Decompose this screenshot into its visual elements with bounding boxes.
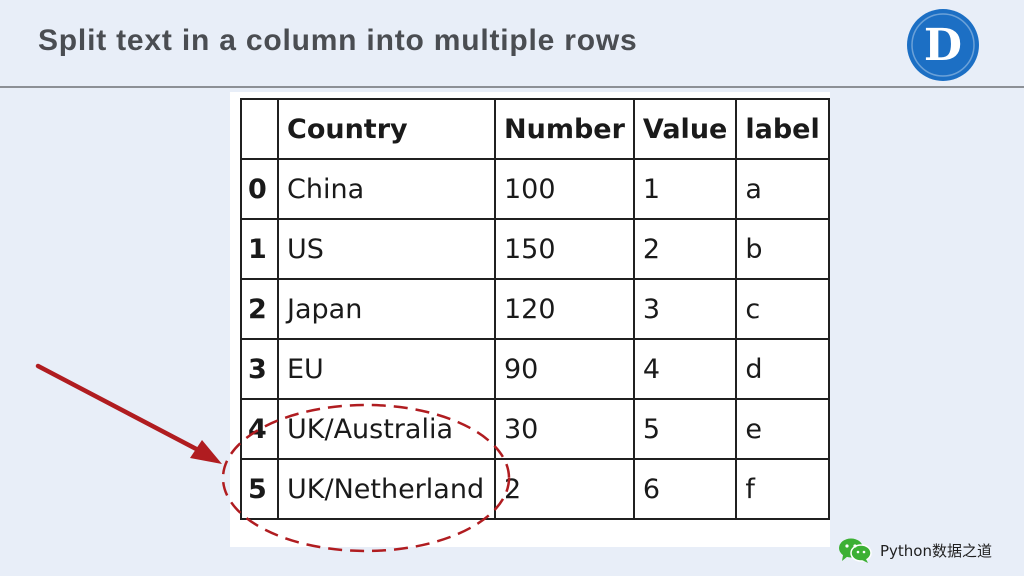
cell-country: US (277, 218, 496, 280)
cell-value: 4 (632, 338, 738, 400)
cell-country: Japan (277, 278, 496, 340)
table-row: 2 Japan 120 3 c (240, 278, 830, 340)
cell-number: 90 (494, 338, 635, 400)
table-header-row: Country Number Value label (240, 98, 830, 160)
highlight-ellipse (221, 403, 511, 553)
annotation-arrow-icon (35, 363, 222, 464)
column-header-value: Value (632, 98, 738, 160)
wechat-icon (839, 538, 872, 563)
cell-value: 6 (632, 458, 738, 520)
row-index: 2 (240, 278, 279, 340)
cell-number: 2 (494, 458, 635, 520)
cell-value: 1 (632, 158, 738, 220)
row-index: 1 (240, 218, 279, 280)
cell-value: 5 (632, 398, 738, 460)
table-row: 4 UK/Australia 30 5 e (240, 398, 830, 460)
cell-country: UK/Netherland (277, 458, 496, 520)
cell-number: 100 (494, 158, 635, 220)
brand-logo-icon: D (906, 8, 980, 82)
row-index: 5 (240, 458, 279, 520)
row-index: 3 (240, 338, 279, 400)
table-row: 1 US 150 2 b (240, 218, 830, 280)
cell-number: 30 (494, 398, 635, 460)
table-row: 0 China 100 1 a (240, 158, 830, 220)
cell-label: b (735, 218, 830, 280)
cell-country: EU (277, 338, 496, 400)
cell-value: 2 (632, 218, 738, 280)
cell-label: e (735, 398, 830, 460)
footer-brand-text: Python数据之道 (880, 541, 992, 560)
cell-label: c (735, 278, 830, 340)
column-header-country: Country (277, 98, 496, 160)
logo-letter: D (924, 20, 962, 71)
cell-label: f (735, 458, 830, 520)
row-index: 4 (240, 398, 279, 460)
cell-country: UK/Australia (277, 398, 496, 460)
dataframe-table: Country Number Value label 0 China 100 1… (240, 98, 830, 520)
table-row: 5 UK/Netherland 2 6 f (240, 458, 830, 520)
column-header-number: Number (494, 98, 635, 160)
slide-title: Split text in a column into multiple row… (38, 24, 638, 57)
cell-number: 150 (494, 218, 635, 280)
footer-watermark: Python数据之道 (838, 536, 992, 564)
cell-country: China (277, 158, 496, 220)
dataframe-image: Country Number Value label 0 China 100 1… (230, 92, 830, 547)
slide-header: Split text in a column into multiple row… (0, 0, 1024, 88)
column-header-label: label (735, 98, 830, 160)
cell-label: a (735, 158, 830, 220)
table-row: 3 EU 90 4 d (240, 338, 830, 400)
cell-label: d (735, 338, 830, 400)
row-index: 0 (240, 158, 279, 220)
cell-value: 3 (632, 278, 738, 340)
cell-number: 120 (494, 278, 635, 340)
header-corner (240, 98, 279, 160)
